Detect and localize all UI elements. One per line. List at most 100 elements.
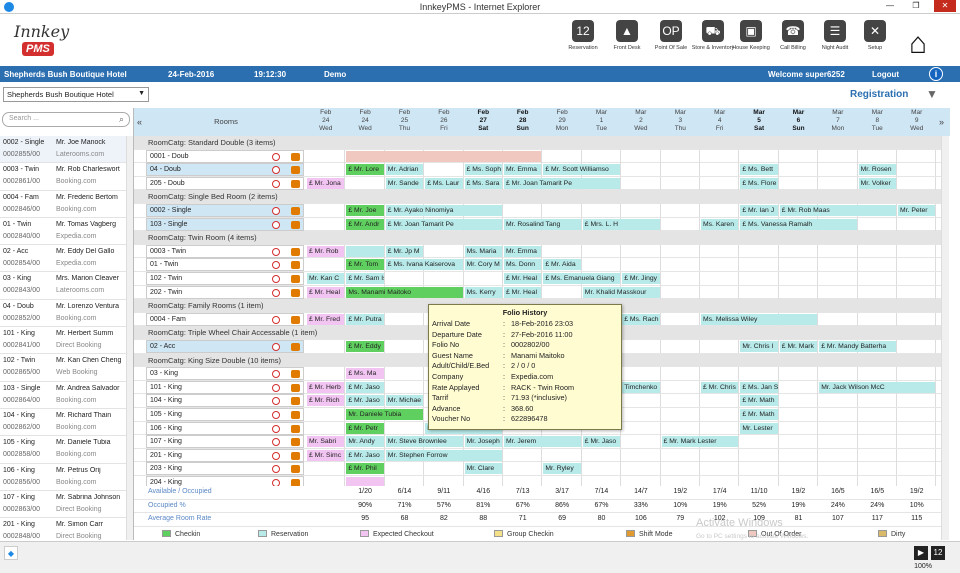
grid-cell[interactable] — [306, 421, 346, 435]
grid-cell[interactable] — [858, 408, 897, 421]
toolbar-setup-button[interactable]: ✕ Setup — [852, 20, 898, 64]
restore-button[interactable]: ❐ — [912, 1, 920, 10]
grid-cell[interactable] — [897, 408, 937, 421]
grid-cell[interactable] — [503, 258, 543, 272]
booking-block[interactable]: Mr. Ryley — [543, 463, 581, 475]
grid-cell[interactable] — [661, 448, 700, 462]
booking-block[interactable]: £ Mr. Mark — [779, 341, 818, 352]
grid-cell[interactable] — [306, 367, 346, 381]
grid-cell[interactable] — [818, 367, 858, 381]
grid-cell[interactable] — [503, 149, 543, 163]
grid-cell[interactable] — [621, 176, 661, 190]
guest-list-item[interactable]: 0002 - Single Mr. Joe Manock 0002855/00 Lat… — [0, 136, 126, 164]
booking-block[interactable]: £ Ms. Vanessa Ramalh — [740, 218, 857, 230]
booking-block[interactable]: Ms. Donn — [504, 259, 542, 271]
booking-block[interactable]: Mr. Joseph — [464, 436, 502, 448]
grid-cell[interactable] — [897, 285, 937, 299]
booking-block[interactable]: £ Mr. Herb — [307, 381, 345, 393]
grid-cell[interactable] — [661, 217, 700, 231]
grid-cell[interactable] — [897, 340, 937, 353]
booking-block[interactable]: £ Ms. Flore — [740, 177, 778, 189]
grid-cell[interactable] — [661, 408, 700, 421]
grid-cell[interactable] — [345, 367, 385, 381]
guest-list-item[interactable]: 03 - King Mrs. Marion Cleaver 0002843/00 La… — [0, 272, 126, 300]
guest-list-item[interactable]: 02 - Acc Mr. Eddy Del Gallo 0002854/00 Expe… — [0, 245, 126, 273]
grid-cell[interactable] — [621, 408, 661, 421]
grid-cell[interactable] — [858, 421, 897, 435]
grid-cell[interactable] — [897, 462, 937, 476]
booking-block[interactable]: £ Mr. Putra — [346, 313, 384, 325]
guest-list-item[interactable]: 04 - Doub Mr. Lorenzo Ventura 0002852/00 Bo… — [0, 300, 126, 328]
grid-cell[interactable] — [464, 435, 503, 449]
booking-block[interactable]: £ Mr. Jp M — [385, 245, 424, 257]
grid-cell[interactable] — [424, 476, 464, 489]
grid-cell[interactable] — [779, 176, 819, 190]
booking-block[interactable]: Mr. Khalid Masskour — [582, 286, 660, 298]
grid-cell[interactable] — [739, 163, 779, 177]
toolbar-night-audit-button[interactable]: ☰ Night Audit — [812, 20, 858, 64]
grid-cell[interactable] — [621, 312, 661, 326]
grid-cell[interactable] — [779, 285, 819, 299]
grid-cell[interactable] — [818, 476, 858, 489]
grid-cell[interactable] — [345, 435, 385, 449]
grid-cell[interactable] — [661, 476, 700, 489]
grid-cell[interactable] — [424, 163, 464, 177]
booking-block[interactable]: Mr. Peter — [898, 205, 936, 216]
grid-cell[interactable] — [306, 258, 346, 272]
grid-cell[interactable] — [385, 394, 425, 408]
grid-cell[interactable] — [897, 204, 937, 217]
booking-block[interactable]: Ms. Manami Maitoko — [346, 286, 463, 298]
booking-block[interactable]: £ Mr. Jaso — [346, 381, 384, 393]
grid-cell[interactable] — [542, 285, 582, 299]
grid-cell[interactable] — [700, 367, 740, 381]
grid-cell[interactable] — [621, 476, 661, 489]
grid-cell[interactable] — [345, 421, 385, 435]
grid-cell[interactable] — [739, 448, 779, 462]
grid-cell[interactable] — [621, 244, 661, 258]
room-name-cell[interactable]: 104 - King — [146, 394, 304, 408]
booking-block[interactable]: £ Mr. Mark Lester — [661, 436, 739, 448]
booking-block[interactable]: £ Mr. Eddy — [346, 341, 384, 352]
grid-cell[interactable] — [739, 285, 779, 299]
search-icon[interactable]: ⌕ — [118, 114, 124, 124]
toolbar-store-inventory-button[interactable]: ⛟ Store & Inventory — [690, 20, 736, 64]
grid-cell[interactable] — [385, 312, 425, 326]
booking-block[interactable]: Mr. Kan C — [307, 273, 345, 284]
booking-block[interactable]: Mr. Michae — [385, 395, 424, 407]
grid-cell[interactable] — [661, 340, 700, 353]
grid-cell[interactable] — [818, 217, 858, 231]
grid-cell[interactable] — [779, 312, 819, 326]
grid-cell[interactable] — [306, 340, 346, 353]
grid-cell[interactable] — [621, 448, 661, 462]
room-name-cell[interactable]: 101 - King — [146, 380, 304, 394]
booking-block[interactable]: £ Ms. Bett — [740, 164, 778, 176]
grid-cell[interactable] — [700, 217, 740, 231]
grid-cell[interactable] — [464, 476, 503, 489]
booking-block[interactable]: Timchenko — [622, 381, 660, 393]
booking-block[interactable]: £ Mr. Sam Isaacs — [346, 273, 384, 284]
grid-cell[interactable] — [700, 258, 740, 272]
booking-block[interactable]: £ Ms. Rach — [622, 313, 660, 325]
grid-cell[interactable] — [582, 272, 622, 285]
grid-cell[interactable] — [739, 408, 779, 421]
grid-cell[interactable] — [306, 462, 346, 476]
grid-cell[interactable] — [700, 163, 740, 177]
grid-cell[interactable] — [818, 258, 858, 272]
booking-block[interactable] — [346, 477, 384, 488]
grid-cell[interactable] — [661, 462, 700, 476]
grid-cell[interactable] — [621, 149, 661, 163]
grid-cell[interactable] — [424, 285, 464, 299]
grid-cell[interactable] — [779, 340, 819, 353]
grid-cell[interactable] — [739, 149, 779, 163]
grid-cell[interactable] — [779, 435, 819, 449]
filter-icon[interactable]: ▼ — [926, 87, 938, 101]
booking-block[interactable]: Mr. Emma — [504, 164, 542, 176]
next-dates-button[interactable]: » — [939, 117, 945, 127]
grid-cell[interactable] — [700, 244, 740, 258]
grid-cell[interactable] — [779, 462, 819, 476]
room-name-cell[interactable]: 0002 - Single — [146, 204, 304, 217]
guest-list-scrollbar[interactable] — [126, 136, 133, 540]
grid-cell[interactable] — [621, 340, 661, 353]
grid-cell[interactable] — [858, 448, 897, 462]
booking-block[interactable]: Ms. Karen — [701, 218, 739, 230]
